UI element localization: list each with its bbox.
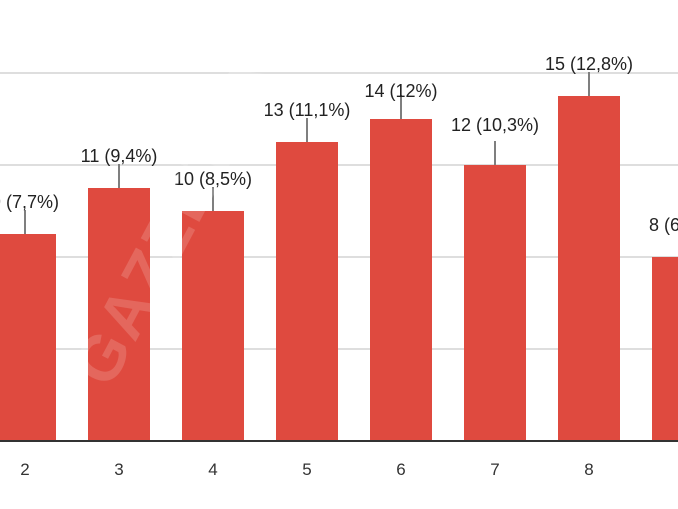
data-label: 15 (12,8%) xyxy=(545,54,633,74)
data-label: 14 (12%) xyxy=(364,81,437,101)
data-label: 12 (10,3%) xyxy=(451,115,539,135)
data-label: 13 (11,1%) xyxy=(264,100,351,120)
bar xyxy=(652,257,678,441)
bar xyxy=(0,234,56,441)
x-tick-labels: 2 3 4 5 6 7 8 xyxy=(20,460,593,479)
bar xyxy=(276,142,338,441)
x-tick-label: 6 xyxy=(396,460,405,479)
x-tick-label: 7 xyxy=(490,460,499,479)
bar xyxy=(182,211,244,441)
bar xyxy=(370,119,432,441)
label-leaders xyxy=(24,72,590,234)
x-tick-label: 5 xyxy=(302,460,311,479)
x-tick-label: 2 xyxy=(20,460,29,479)
data-label: 8 (6,8%) xyxy=(649,215,678,235)
bar xyxy=(464,165,526,441)
data-label: 10 (8,5%) xyxy=(174,169,252,189)
x-tick-label: 4 xyxy=(208,460,217,479)
data-label: 11 (9,4%) xyxy=(81,146,158,166)
bar xyxy=(88,188,150,441)
data-labels: 9 (7,7%) 11 (9,4%) 10 (8,5%) 13 (11,1%) 14 (… xyxy=(0,54,678,235)
data-label: 9 (7,7%) xyxy=(0,192,59,212)
x-tick-label: 3 xyxy=(114,460,123,479)
bar xyxy=(558,96,620,441)
bars xyxy=(0,96,678,441)
x-tick-label: 8 xyxy=(584,460,593,479)
